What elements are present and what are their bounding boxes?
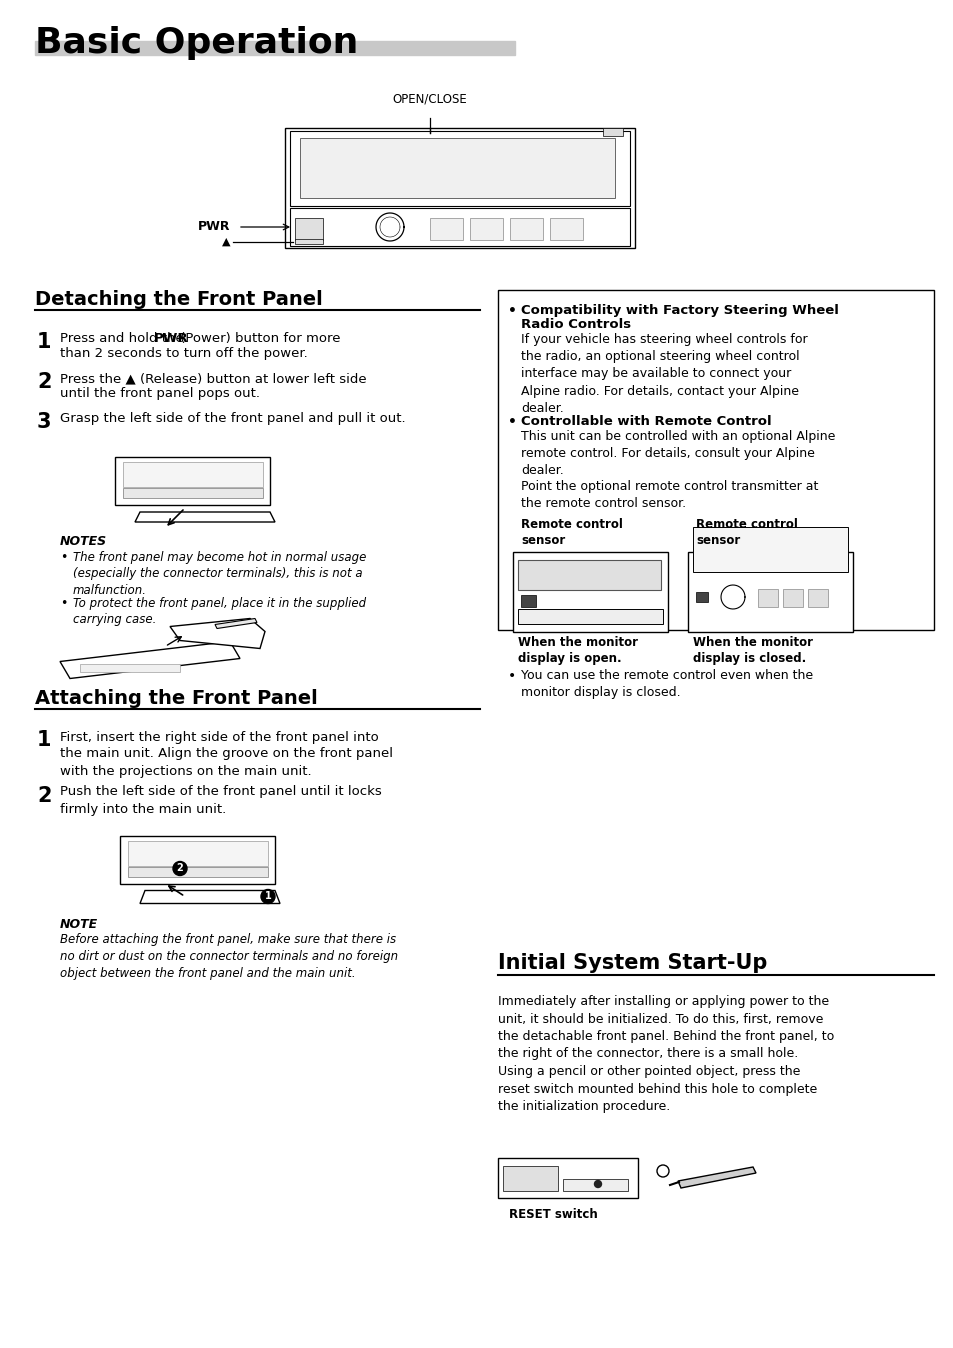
- Text: than 2 seconds to turn off the power.: than 2 seconds to turn off the power.: [60, 346, 308, 360]
- Bar: [123, 462, 263, 487]
- Text: OPEN/CLOSE: OPEN/CLOSE: [393, 93, 467, 106]
- Bar: [120, 836, 274, 883]
- Bar: [80, 663, 180, 671]
- Text: The front panel may become hot in normal usage
(especially the connector termina: The front panel may become hot in normal…: [73, 551, 366, 597]
- Text: PWR: PWR: [197, 221, 230, 233]
- Text: Grasp the left side of the front panel and pull it out.: Grasp the left side of the front panel a…: [60, 412, 405, 425]
- Text: Immediately after installing or applying power to the
unit, it should be initial: Immediately after installing or applying…: [497, 995, 833, 1113]
- Bar: [497, 1158, 638, 1198]
- Bar: [294, 218, 323, 240]
- Bar: [299, 137, 615, 198]
- Text: When the monitor
display is open.: When the monitor display is open.: [517, 636, 638, 665]
- Text: 1: 1: [37, 332, 51, 352]
- Polygon shape: [140, 891, 280, 903]
- Polygon shape: [170, 619, 265, 648]
- Text: 2: 2: [37, 372, 51, 392]
- Circle shape: [657, 1165, 668, 1177]
- Circle shape: [172, 861, 187, 875]
- Text: Before attaching the front panel, make sure that there is
no dirt or dust on the: Before attaching the front panel, make s…: [60, 934, 397, 980]
- Polygon shape: [678, 1167, 755, 1188]
- Polygon shape: [517, 559, 660, 590]
- Bar: [497, 290, 933, 630]
- Bar: [502, 1166, 558, 1192]
- Text: Point the optional remote control transmitter at
the remote control sensor.: Point the optional remote control transm…: [520, 480, 818, 510]
- Bar: [562, 1180, 627, 1192]
- Polygon shape: [214, 619, 256, 628]
- Text: NOTE: NOTE: [60, 918, 98, 931]
- Bar: [290, 131, 629, 206]
- Text: 3: 3: [37, 412, 51, 431]
- Text: PWR: PWR: [153, 332, 189, 345]
- Bar: [513, 551, 667, 632]
- Text: Initial System Start-Up: Initial System Start-Up: [497, 953, 766, 973]
- Text: •: •: [60, 597, 68, 609]
- Text: •: •: [60, 551, 68, 563]
- Bar: [510, 218, 542, 240]
- Text: If your vehicle has steering wheel controls for
the radio, an optional steering : If your vehicle has steering wheel contr…: [520, 333, 807, 415]
- Text: When the monitor
display is closed.: When the monitor display is closed.: [692, 636, 812, 665]
- Text: This unit can be controlled with an optional Alpine
remote control. For details,: This unit can be controlled with an opti…: [520, 430, 835, 477]
- Bar: [123, 488, 263, 497]
- Text: (Power) button for more: (Power) button for more: [175, 332, 340, 345]
- Bar: [550, 218, 582, 240]
- Circle shape: [261, 890, 274, 903]
- Text: Remote control
sensor: Remote control sensor: [520, 518, 622, 547]
- Text: Push the left side of the front panel until it locks
firmly into the main unit.: Push the left side of the front panel un…: [60, 786, 381, 816]
- Bar: [602, 128, 622, 136]
- Bar: [128, 841, 268, 865]
- Polygon shape: [60, 642, 240, 678]
- Text: NOTES: NOTES: [60, 535, 107, 549]
- Text: Controllable with Remote Control: Controllable with Remote Control: [520, 415, 771, 429]
- Text: 1: 1: [37, 731, 51, 751]
- Circle shape: [594, 1181, 601, 1188]
- Text: First, insert the right side of the front panel into
the main unit. Align the gr: First, insert the right side of the fron…: [60, 731, 393, 778]
- Text: Detaching the Front Panel: Detaching the Front Panel: [35, 290, 322, 309]
- Text: •: •: [507, 669, 516, 683]
- Text: Remote control
sensor: Remote control sensor: [696, 518, 797, 547]
- Bar: [692, 527, 847, 572]
- Bar: [520, 594, 536, 607]
- Bar: [430, 218, 462, 240]
- Bar: [35, 40, 515, 55]
- Text: until the front panel pops out.: until the front panel pops out.: [60, 387, 260, 400]
- Bar: [290, 208, 629, 245]
- Bar: [517, 609, 662, 624]
- Text: ▲: ▲: [221, 237, 230, 247]
- Text: You can use the remote control even when the
monitor display is closed.: You can use the remote control even when…: [520, 669, 812, 700]
- Bar: [807, 589, 827, 607]
- Text: RESET switch: RESET switch: [508, 1208, 597, 1221]
- Bar: [696, 592, 707, 603]
- Text: Compatibility with Factory Steering Wheel: Compatibility with Factory Steering Whee…: [520, 305, 838, 317]
- Text: Attaching the Front Panel: Attaching the Front Panel: [35, 689, 317, 708]
- Bar: [128, 867, 268, 876]
- Bar: [470, 218, 502, 240]
- Bar: [758, 589, 778, 607]
- Bar: [782, 589, 802, 607]
- Bar: [285, 128, 635, 248]
- Text: Press the ▲ (Release) button at lower left side: Press the ▲ (Release) button at lower le…: [60, 372, 366, 386]
- Bar: [294, 239, 323, 244]
- Bar: [115, 457, 270, 506]
- Text: 2: 2: [37, 786, 51, 806]
- Bar: [687, 551, 852, 632]
- Text: Radio Controls: Radio Controls: [520, 318, 631, 332]
- Text: •: •: [507, 415, 517, 429]
- Text: To protect the front panel, place it in the supplied
carrying case.: To protect the front panel, place it in …: [73, 597, 366, 625]
- Polygon shape: [135, 512, 274, 522]
- Text: 2: 2: [176, 863, 183, 874]
- Text: •: •: [507, 305, 517, 318]
- Text: Basic Operation: Basic Operation: [35, 26, 358, 61]
- Text: 1: 1: [264, 891, 271, 900]
- Bar: [692, 555, 847, 563]
- Text: Press and hold the: Press and hold the: [60, 332, 188, 345]
